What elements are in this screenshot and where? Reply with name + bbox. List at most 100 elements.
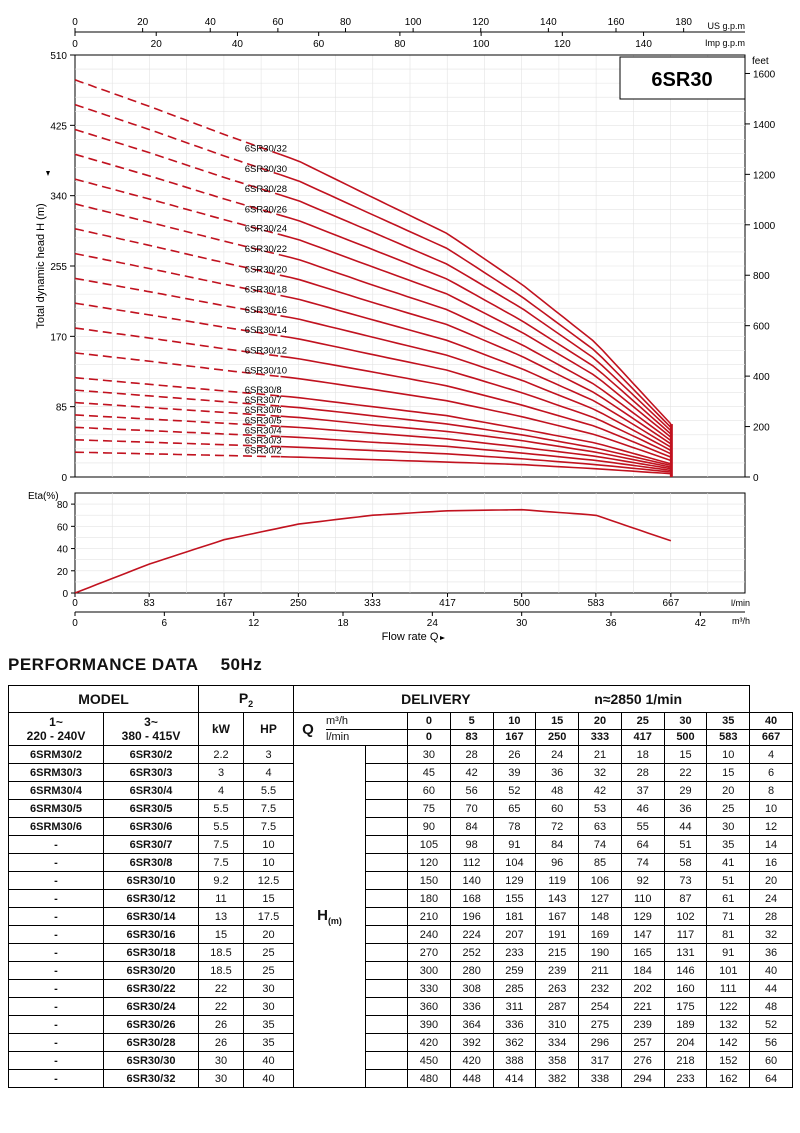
head-value: 30 bbox=[407, 745, 451, 764]
curve-label: 6SR30/32 bbox=[245, 144, 287, 155]
us-gpm-unit: US g.p.m bbox=[707, 21, 745, 31]
power-hp: 20 bbox=[242, 925, 295, 944]
head-value: 41 bbox=[706, 853, 751, 872]
spacer-cell bbox=[365, 871, 409, 890]
head-value: 211 bbox=[578, 961, 622, 980]
head-value: 104 bbox=[492, 853, 537, 872]
head-value: 106 bbox=[578, 871, 622, 890]
chart-title-box bbox=[619, 56, 746, 100]
table-row: -6SR30/14 13 17.5 210 196 181 167 148 129 102 71 28 bbox=[8, 907, 793, 926]
power-hp: 30 bbox=[242, 979, 295, 998]
p2-header: P2 bbox=[197, 685, 295, 713]
m3h-tick-label: 24 bbox=[427, 618, 439, 629]
head-value: 285 bbox=[492, 979, 537, 998]
head-value: 32 bbox=[578, 763, 622, 782]
head-value: 36 bbox=[663, 799, 708, 818]
curve-6SR30/22 bbox=[280, 254, 672, 442]
table-row: 6SRM30/6 6SR30/6 5.5 7.5 90 84 78 72 63 55 44 30 12 bbox=[8, 817, 793, 836]
head-value: 70 bbox=[449, 799, 494, 818]
curve-label: 6SR30/5 bbox=[245, 415, 282, 426]
curve-dashed-6SR30/28 bbox=[74, 128, 281, 196]
curve-6SR30/5 bbox=[280, 425, 672, 470]
curve-dashed-6SR30/32 bbox=[74, 79, 281, 156]
curve-label: 6SR30/16 bbox=[245, 305, 287, 316]
power-kw: 18.5 bbox=[198, 961, 244, 980]
head-value: 110 bbox=[620, 889, 665, 908]
power-kw: 11 bbox=[198, 889, 244, 908]
q-m3h-value: 20 bbox=[579, 714, 621, 730]
head-value: 29 bbox=[663, 781, 708, 800]
y-tick-feet-label: 1200 bbox=[753, 170, 776, 181]
y-tick-feet-label: 400 bbox=[753, 372, 770, 383]
power-kw: 30 bbox=[198, 1069, 244, 1088]
us-gpm-tick-label: 140 bbox=[540, 17, 557, 28]
y-tick-label: 0 bbox=[61, 473, 67, 484]
flow-arrow-icon bbox=[440, 636, 445, 640]
head-value: 254 bbox=[578, 997, 622, 1016]
head-value: 233 bbox=[663, 1069, 708, 1088]
head-value: 184 bbox=[620, 961, 665, 980]
head-value: 143 bbox=[535, 889, 580, 908]
head-value: 148 bbox=[578, 907, 622, 926]
head-value: 56 bbox=[449, 781, 494, 800]
table-row: -6SR30/12 11 15 180 168 155 143 127 110 87 61 24 bbox=[8, 889, 793, 908]
power-kw: 4 bbox=[198, 781, 244, 800]
head-value: 72 bbox=[535, 817, 580, 836]
curve-6SR30/4 bbox=[280, 435, 672, 472]
head-value: 28 bbox=[449, 745, 494, 764]
head-value: 75 bbox=[407, 799, 451, 818]
curve-label: 6SR30/24 bbox=[245, 224, 287, 235]
eta-y-tick-label: 0 bbox=[62, 589, 68, 600]
power-kw: 3 bbox=[198, 763, 244, 782]
curve-label: 6SR30/20 bbox=[245, 264, 287, 275]
performance-title: PERFORMANCE DATA 50Hz bbox=[8, 655, 262, 675]
head-value: 55 bbox=[620, 817, 665, 836]
head-value: 26 bbox=[492, 745, 537, 764]
eta-curve bbox=[74, 508, 672, 594]
table-row: -6SR30/30 30 40 450 420 388 358 317 276 218 152 60 bbox=[8, 1051, 793, 1070]
lmin-tick-label: 83 bbox=[144, 598, 156, 609]
spacer-cell bbox=[365, 817, 409, 836]
head-value: 58 bbox=[663, 853, 708, 872]
y-tick-label: 170 bbox=[50, 332, 67, 343]
curve-label: 6SR30/3 bbox=[245, 436, 282, 447]
model-3phase: 6SR30/4 bbox=[103, 781, 199, 800]
curve-label: 6SR30/10 bbox=[245, 366, 287, 377]
power-kw: 22 bbox=[198, 979, 244, 998]
spacer-cell bbox=[365, 925, 409, 944]
head-value: 18 bbox=[620, 745, 665, 764]
head-value: 90 bbox=[407, 817, 451, 836]
head-value: 117 bbox=[663, 925, 708, 944]
eta-y-tick-label: 60 bbox=[57, 522, 69, 533]
head-value: 51 bbox=[663, 835, 708, 854]
head-value: 8 bbox=[749, 781, 793, 800]
curve-6SR30/18 bbox=[280, 294, 672, 448]
model-1phase: - bbox=[8, 871, 104, 890]
model-1phase: - bbox=[8, 961, 104, 980]
head-value: 98 bbox=[449, 835, 494, 854]
model-1phase: 6SRM30/2 bbox=[8, 745, 104, 764]
table-row: -6SR30/22 22 30 330 308 285 263 232 202 160 111 44 bbox=[8, 979, 793, 998]
table-row: 6SRM30/3 6SR30/3 3 4 45 42 39 36 32 28 22 15 6 bbox=[8, 763, 793, 782]
head-value: 60 bbox=[407, 781, 451, 800]
q-header: Q m³/h l/min bbox=[293, 712, 409, 746]
spacer-cell bbox=[365, 835, 409, 854]
speed-label: n≈2850 1/min bbox=[594, 691, 683, 707]
eta-y-tick-label: 40 bbox=[57, 545, 69, 556]
head-value: 146 bbox=[663, 961, 708, 980]
lmin-tick-label: 0 bbox=[72, 598, 78, 609]
head-value: 131 bbox=[663, 943, 708, 962]
head-value: 259 bbox=[492, 961, 537, 980]
q-lmin-value: 83 bbox=[465, 730, 478, 743]
head-value: 270 bbox=[407, 943, 451, 962]
spacer-cell bbox=[365, 889, 409, 908]
spacer-cell bbox=[365, 745, 409, 764]
model-1phase: - bbox=[8, 1033, 104, 1052]
us-gpm-tick-label: 80 bbox=[340, 17, 352, 28]
head-value: 44 bbox=[663, 817, 708, 836]
imp-gpm-tick-label: 20 bbox=[151, 39, 163, 50]
curve-label: 6SR30/2 bbox=[245, 446, 282, 457]
q-m3h-value: 35 bbox=[707, 714, 750, 730]
power-hp: 40 bbox=[242, 1051, 295, 1070]
